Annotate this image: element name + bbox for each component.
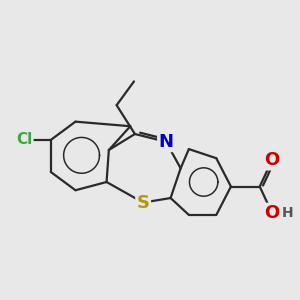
Text: O: O (265, 204, 280, 222)
Text: O: O (265, 151, 280, 169)
Text: S: S (136, 194, 150, 211)
Text: Cl: Cl (16, 132, 32, 147)
Text: H: H (282, 206, 294, 220)
Text: N: N (158, 133, 173, 151)
